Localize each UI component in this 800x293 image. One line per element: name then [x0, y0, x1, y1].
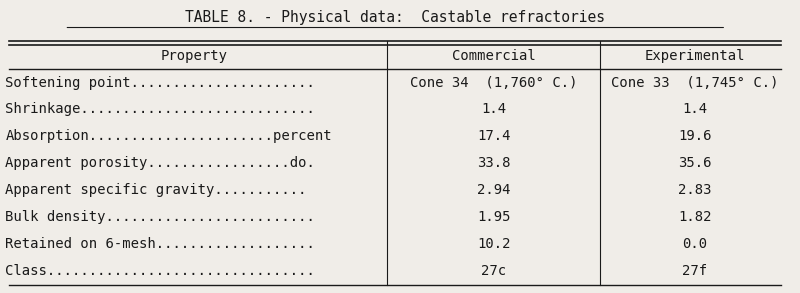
Text: Retained on 6-mesh...................: Retained on 6-mesh...................: [6, 237, 315, 251]
Text: 35.6: 35.6: [678, 156, 711, 171]
Text: Experimental: Experimental: [645, 49, 745, 62]
Text: 33.8: 33.8: [477, 156, 510, 171]
Text: 19.6: 19.6: [678, 130, 711, 144]
Text: Apparent porosity.................do.: Apparent porosity.................do.: [6, 156, 315, 171]
Text: 1.4: 1.4: [482, 103, 506, 117]
Text: Apparent specific gravity...........: Apparent specific gravity...........: [6, 183, 307, 197]
Text: Property: Property: [161, 49, 228, 62]
Text: 1.82: 1.82: [678, 210, 711, 224]
Text: 10.2: 10.2: [477, 237, 510, 251]
Text: Bulk density.........................: Bulk density.........................: [6, 210, 315, 224]
Text: TABLE 8. - Physical data:  Castable refractories: TABLE 8. - Physical data: Castable refra…: [186, 10, 606, 25]
Text: 1.4: 1.4: [682, 103, 707, 117]
Text: 2.83: 2.83: [678, 183, 711, 197]
Text: Shrinkage............................: Shrinkage............................: [6, 103, 315, 117]
Text: Commercial: Commercial: [452, 49, 536, 62]
Text: 27f: 27f: [682, 265, 707, 278]
Text: 0.0: 0.0: [682, 237, 707, 251]
Text: Softening point......................: Softening point......................: [6, 76, 315, 89]
Text: 1.95: 1.95: [477, 210, 510, 224]
Text: Cone 34  (1,760° C.): Cone 34 (1,760° C.): [410, 76, 578, 89]
Text: Class................................: Class................................: [6, 265, 315, 278]
Text: 2.94: 2.94: [477, 183, 510, 197]
Text: Absorption......................percent: Absorption......................percent: [6, 130, 332, 144]
Text: 27c: 27c: [482, 265, 506, 278]
Text: 17.4: 17.4: [477, 130, 510, 144]
Text: Cone 33  (1,745° C.): Cone 33 (1,745° C.): [611, 76, 778, 89]
